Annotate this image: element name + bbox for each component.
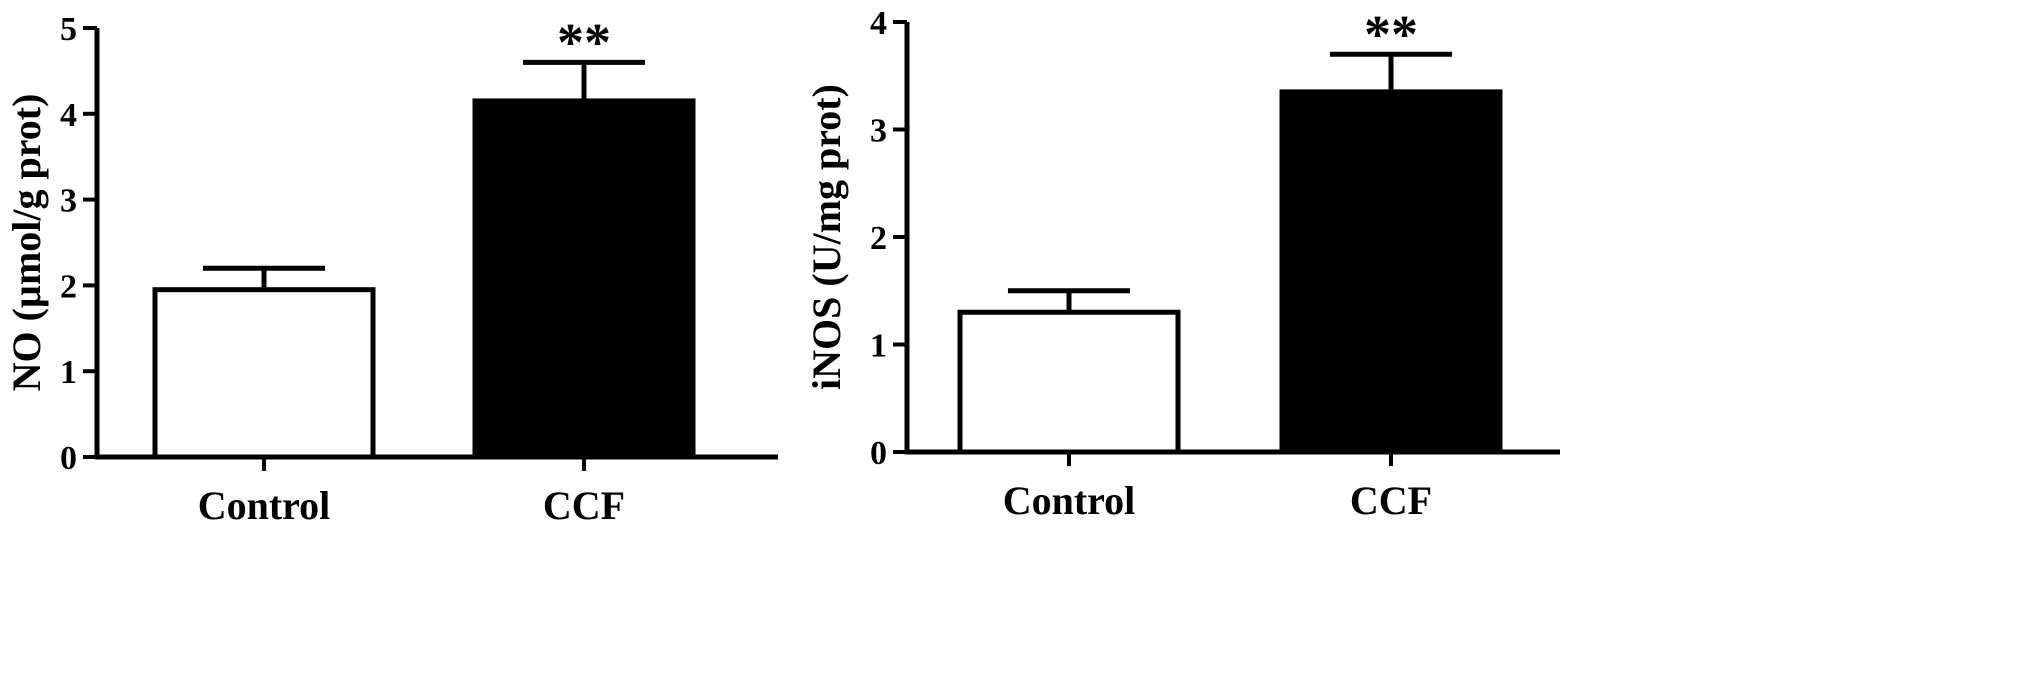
y-axis-label: NO (µmol/g prot) [4, 94, 49, 392]
y-tick-label: 1 [870, 328, 887, 365]
y-tick-label: 3 [60, 183, 77, 220]
y-tick-label: 1 [60, 354, 77, 391]
y-axis-label: iNOS (U/mg prot) [804, 84, 849, 390]
y-tick-label: 2 [60, 268, 77, 305]
x-tick-label: CCF [543, 483, 625, 528]
bar-control [152, 287, 376, 460]
x-tick-label: CCF [1350, 478, 1432, 523]
y-tick-label: 3 [870, 113, 887, 150]
significance-label: ** [557, 12, 611, 72]
x-tick-label: Control [198, 483, 331, 528]
y-tick-label: 5 [60, 11, 77, 48]
significance-label: ** [1364, 4, 1418, 64]
bar-ccf [472, 98, 696, 460]
inos-chart-panel: 0 1 2 3 4 iNOS (U/mg prot) Control CCF ** [804, 4, 1560, 523]
x-tick-label: Control [1003, 478, 1136, 523]
no-chart-panel: 0 1 2 3 4 5 NO (µmol/g prot) Control CCF ** [4, 11, 778, 528]
y-tick-label: 4 [60, 97, 77, 134]
y-tick-label: 0 [60, 440, 77, 477]
bar-ccf [1279, 89, 1503, 455]
y-tick-label: 2 [870, 220, 887, 257]
y-tick-label: 0 [870, 435, 887, 472]
bar-control [957, 309, 1181, 455]
y-tick-label: 4 [870, 5, 887, 42]
